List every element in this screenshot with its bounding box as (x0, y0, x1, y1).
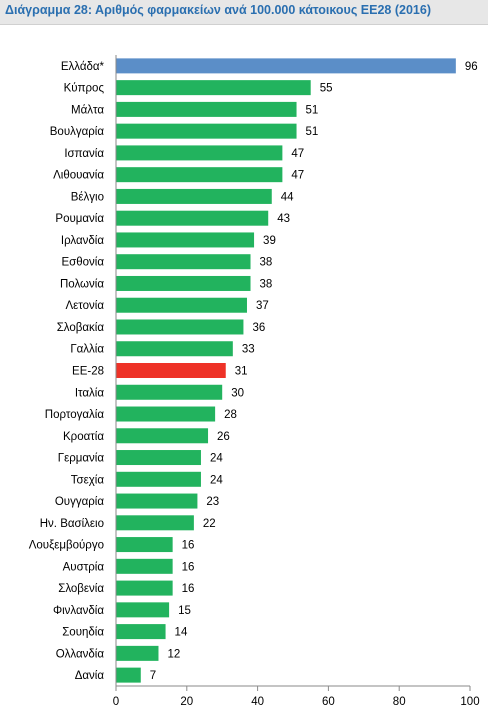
data-label: 38 (260, 257, 273, 269)
data-label: 51 (306, 104, 319, 116)
bar (116, 515, 194, 531)
category-label: Γαλλία (70, 344, 104, 356)
data-label: 96 (465, 61, 478, 73)
data-label: 33 (242, 344, 255, 356)
bar (116, 254, 251, 270)
category-label: Πορτογαλία (45, 409, 105, 421)
category-label: Ισπανία (64, 148, 104, 160)
category-label: Κροατία (63, 431, 104, 443)
bar (116, 58, 456, 74)
bar (116, 580, 173, 596)
category-label: Πολωνία (60, 278, 104, 290)
bar (116, 275, 251, 291)
bar (116, 558, 173, 574)
category-label: Δανία (75, 670, 105, 682)
category-label: ΕΕ-28 (72, 366, 104, 378)
category-label: Σουηδία (62, 627, 104, 639)
bar (116, 145, 283, 161)
category-label: Αυστρία (63, 561, 105, 573)
bar (116, 406, 216, 422)
category-label: Λουξεμβούργο (29, 540, 104, 552)
data-label: 15 (178, 605, 191, 617)
bar (116, 319, 244, 335)
category-label: Φινλανδία (53, 605, 104, 617)
data-label: 22 (203, 518, 216, 530)
data-label: 39 (263, 235, 276, 247)
bar (116, 667, 141, 683)
data-label: 44 (281, 191, 294, 203)
category-label: Ιταλία (75, 387, 105, 399)
bar (116, 450, 201, 466)
bar (116, 297, 247, 313)
data-label: 16 (182, 583, 195, 595)
data-label: 30 (231, 387, 244, 399)
bar (116, 341, 233, 357)
x-tick-label: 80 (393, 696, 406, 708)
bar (116, 624, 166, 640)
bar (116, 537, 173, 553)
category-label: Μάλτα (71, 104, 104, 116)
data-label: 55 (320, 83, 333, 95)
data-label: 16 (182, 540, 195, 552)
data-label: 47 (291, 170, 304, 182)
category-label: Λετονία (65, 300, 104, 312)
x-tick-label: 20 (180, 696, 193, 708)
data-label: 24 (210, 453, 223, 465)
data-label: 26 (217, 431, 230, 443)
category-label: Σλοβακία (57, 322, 105, 334)
data-label: 14 (175, 627, 188, 639)
bar (116, 210, 269, 226)
data-label: 36 (252, 322, 265, 334)
category-label: Ολλανδία (56, 648, 105, 660)
category-label: Γερμανία (58, 453, 105, 465)
bar (116, 384, 223, 400)
bar (116, 471, 201, 487)
category-label: Σλοβενία (58, 583, 104, 595)
data-label: 16 (182, 561, 195, 573)
data-label: 51 (306, 126, 319, 138)
bar (116, 80, 311, 96)
category-label: Ην. Βασίλειο (40, 518, 104, 530)
category-label: Ιρλανδία (61, 235, 104, 247)
data-label: 24 (210, 474, 223, 486)
bar (116, 167, 283, 183)
category-label: Βέλγιο (71, 191, 104, 203)
bar (116, 101, 297, 117)
x-tick-label: 0 (113, 696, 119, 708)
category-label: Τσεχία (71, 474, 105, 486)
category-label: Εσθονία (61, 257, 104, 269)
data-label: 28 (224, 409, 237, 421)
chart-title: Διάγραμμα 28: Αριθμός φαρμακείων ανά 100… (5, 3, 431, 17)
category-label: Λιθουανία (53, 170, 104, 182)
x-tick-label: 100 (460, 696, 479, 708)
bar (116, 363, 226, 378)
x-tick-label: 60 (322, 696, 335, 708)
data-label: 37 (256, 300, 269, 312)
x-tick-label: 40 (251, 696, 264, 708)
category-label: Ελλάδα* (61, 61, 105, 73)
data-label: 43 (277, 213, 290, 225)
category-label: Βουλγαρία (50, 126, 105, 138)
category-label: Ουγγαρία (55, 496, 104, 508)
bar (116, 645, 159, 661)
data-label: 47 (291, 148, 304, 160)
bar (116, 232, 255, 248)
bar (116, 493, 198, 509)
title-bar: Διάγραμμα 28: Αριθμός φαρμακείων ανά 100… (0, 0, 488, 25)
data-label: 38 (260, 278, 273, 290)
bar (116, 188, 272, 204)
category-label: Κύπρος (64, 83, 105, 95)
category-label: Ρουμανία (55, 213, 104, 225)
bar (116, 428, 209, 444)
data-label: 12 (167, 648, 180, 660)
data-label: 23 (206, 496, 219, 508)
bar (116, 123, 297, 139)
bar (116, 602, 170, 618)
data-label: 7 (150, 670, 156, 682)
data-label: 31 (235, 366, 248, 378)
